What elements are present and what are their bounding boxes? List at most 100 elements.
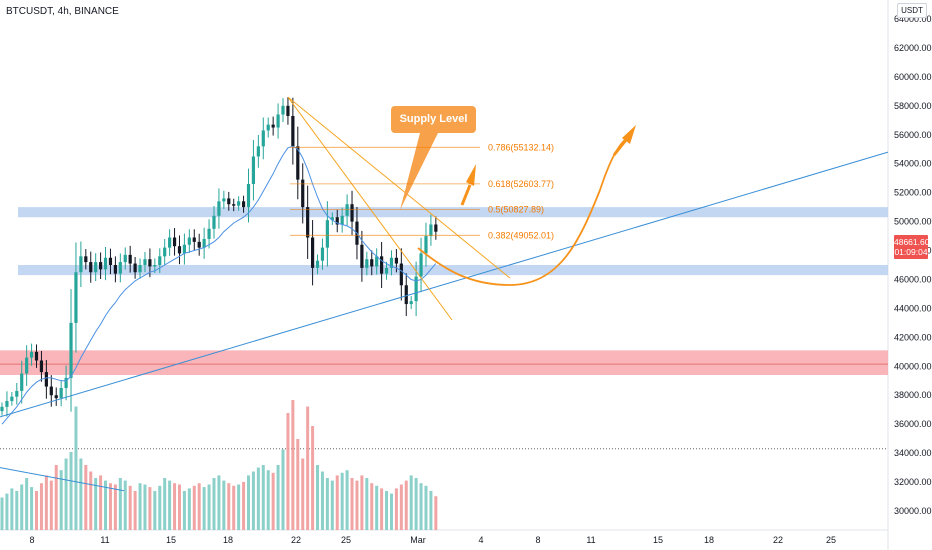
volume-bar [385,491,389,530]
candle-body [133,263,137,273]
candle-body [389,257,394,268]
candle-body [256,146,260,157]
volume-bar [399,484,403,530]
candle-body [89,262,93,273]
volume-bar [306,406,310,530]
volume-bar [10,488,14,530]
arrow-up-small-icon [466,164,476,186]
volume-bar [123,480,127,530]
projection-curve [417,136,629,286]
candle-body [84,256,88,263]
volume-bar [380,488,384,530]
volume-bar [133,491,137,530]
candle-body [434,224,438,232]
volume-bar [138,483,142,530]
volume-bar [173,483,177,530]
x-tick-label: 25 [341,535,351,545]
zone-red [0,350,888,375]
candle-body [291,115,295,147]
volume-bar [350,478,354,530]
volume-bars [0,400,438,530]
volume-bar [0,497,4,530]
candle-body [296,146,300,180]
candle-body [0,406,4,412]
volume-bar [222,480,226,530]
y-tick-label: 32000.00 [894,477,932,487]
x-tick-label: 11 [586,535,595,545]
x-tick-label: 22 [773,535,783,545]
volume-bar [419,483,423,530]
fan-line-shallow [287,96,511,279]
candle-body [29,351,34,358]
volume-bar [217,475,221,530]
fib-label: 0.382(49052.01) [488,230,554,240]
y-tick-label: 52000.00 [894,188,932,198]
volume-bar [35,491,39,530]
descending-trendline [0,467,125,492]
candle-body [143,259,147,265]
candle-body [365,259,369,268]
candle-body [49,386,53,396]
volume-bar [232,485,236,530]
volume-bar [30,487,34,530]
candle-body [25,357,29,374]
supply-level-label[interactable]: Supply Level [391,106,476,133]
currency-badge[interactable]: USDT [897,3,927,18]
candle-body [128,254,132,264]
ascending-trendline [0,151,889,418]
x-tick-label: 15 [166,535,176,545]
volume-bar [375,485,379,530]
volume-bar [325,478,329,530]
fib-levels: 0.786(55132.14) 0.618(52603.77) 0.5(50827.… [290,142,554,240]
candle-body [414,276,418,302]
volume-bar [99,475,103,530]
candle-body [340,215,344,225]
drawings [0,96,889,492]
volume-bar [89,471,93,530]
x-tick-label: 11 [100,535,109,545]
volume-bar [335,475,339,530]
y-tick-label: 50000.00 [894,217,932,227]
volume-bar [424,485,428,530]
candle-body [419,253,423,277]
volume-bar [5,493,9,530]
volume-bar [59,470,63,530]
candle-body [384,267,389,274]
y-tick-label: 54000.00 [894,159,932,169]
volume-bar [69,452,73,530]
candles [0,97,438,417]
volume-bar [291,400,295,530]
candle-body [138,265,142,273]
candle-body [315,260,320,268]
candle-body [306,207,310,238]
volume-bar [434,496,438,530]
candle-body [241,201,246,208]
candle-body [59,388,63,399]
candle-body [197,241,201,248]
candle-body [394,257,398,264]
volume-bar [197,483,201,530]
volume-bar [320,471,324,530]
candle-body [380,256,384,274]
candle-body [286,105,290,116]
candle-body [158,256,162,265]
volume-bar [414,478,418,530]
candle-body [148,259,152,267]
x-tick-label: Mar [410,535,426,545]
candle-body [251,156,256,184]
candle-body [325,220,329,248]
candle-body [360,244,364,268]
candle-body [108,257,113,265]
x-tick-label: 18 [704,535,714,545]
candle-body [94,262,98,273]
candle-body [54,395,58,399]
supply-callout-pointer [400,133,438,210]
volume-bar [25,478,29,530]
volume-bar [64,458,68,530]
arrow-up-large-shaft [612,139,628,156]
volume-bar [242,481,246,530]
volume-bar [20,484,24,530]
volume-bar [74,406,78,530]
last-price: 48661.60 [894,237,930,247]
